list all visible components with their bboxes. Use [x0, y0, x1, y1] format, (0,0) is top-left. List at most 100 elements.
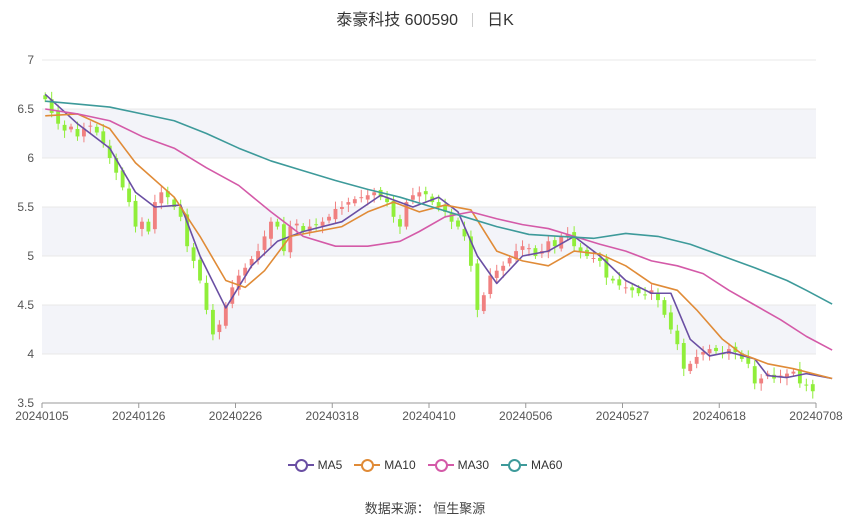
candle-body — [301, 226, 306, 232]
candle — [520, 240, 525, 256]
candle — [475, 259, 480, 318]
candle — [494, 264, 499, 284]
candle-body — [546, 241, 551, 253]
candle-body — [565, 234, 570, 237]
x-tick-label: 20240618 — [693, 409, 747, 423]
candle-body — [810, 384, 815, 392]
chart-title: 泰豪科技 600590 日K — [0, 6, 850, 30]
candle-body — [398, 219, 402, 227]
candle-body — [623, 287, 628, 289]
legend-swatch — [427, 458, 454, 472]
candle — [481, 292, 486, 315]
candle — [230, 280, 235, 309]
candle — [198, 256, 202, 284]
candle-body — [243, 267, 248, 276]
legend-label: MA5 — [317, 458, 343, 472]
candle-body — [656, 292, 660, 301]
legend-item-ma10[interactable]: MA10 — [354, 458, 416, 472]
candle-body — [49, 99, 54, 113]
candle-body — [494, 270, 499, 278]
candle-body — [107, 145, 112, 158]
candle-body — [481, 295, 486, 312]
candle-body — [391, 200, 396, 217]
period-label[interactable]: 日K — [487, 12, 514, 29]
candle-body — [462, 228, 467, 237]
candle-body — [443, 204, 448, 212]
candle-body — [597, 257, 602, 261]
candle — [81, 122, 86, 143]
candle — [623, 281, 628, 294]
candle-body — [81, 128, 86, 137]
legend-item-ma60[interactable]: MA60 — [501, 458, 562, 472]
y-tick-label: 6 — [27, 151, 34, 165]
candle — [423, 186, 428, 202]
candle-body — [507, 257, 512, 264]
candle-body — [101, 131, 106, 144]
candle-body — [410, 195, 415, 200]
candle — [49, 91, 54, 118]
legend-marker — [508, 459, 522, 472]
candle-body — [230, 287, 235, 304]
candle-body — [643, 294, 648, 296]
candle-body — [456, 220, 460, 227]
candle-body — [681, 343, 686, 369]
candle — [501, 261, 506, 279]
candle-body — [198, 259, 202, 281]
candle — [133, 195, 138, 233]
candle — [675, 324, 680, 351]
candle — [256, 243, 261, 265]
candle — [210, 304, 215, 341]
candle — [339, 201, 344, 215]
candle-body — [636, 287, 641, 294]
candle — [527, 243, 531, 256]
candle-body — [352, 199, 357, 204]
y-tick-label: 4 — [27, 347, 34, 361]
candlestick-chart: 3.5 4 4.5 5 5.5 6 6.5 7 20240105 20240126 2024022… — [15, 53, 843, 423]
line-ma10 — [45, 113, 833, 380]
candle-body — [630, 287, 635, 291]
candle — [146, 218, 151, 235]
candle — [327, 213, 331, 224]
candle — [662, 297, 667, 318]
candle — [94, 123, 99, 136]
candle — [804, 378, 809, 392]
candle-body — [501, 265, 506, 271]
candle — [810, 379, 815, 399]
candle-body — [94, 126, 99, 133]
candle-body — [694, 356, 699, 364]
legend-label: MA30 — [457, 458, 490, 472]
legend-item-ma30[interactable]: MA30 — [427, 458, 490, 472]
candle-body — [591, 257, 596, 259]
candle-body — [127, 188, 132, 203]
x-tick-label: 20240226 — [209, 409, 263, 423]
candle — [172, 196, 177, 210]
candle-body — [56, 110, 61, 124]
candle-body — [378, 189, 383, 198]
candle — [107, 139, 112, 164]
legend-label: MA60 — [531, 458, 563, 472]
candle-body — [572, 232, 577, 247]
candle-body — [552, 240, 557, 247]
candle-body — [146, 221, 151, 232]
candle — [630, 282, 635, 298]
line-ma60 — [45, 100, 833, 305]
candle — [714, 344, 718, 354]
candle-body — [320, 221, 325, 226]
legend-item-ma5[interactable]: MA5 — [287, 458, 343, 472]
candle-body — [217, 324, 222, 333]
stock-name: 泰豪科技 600590 — [336, 12, 459, 29]
candle-body — [359, 197, 364, 199]
candle-body — [294, 223, 299, 226]
candle-body — [797, 369, 802, 384]
legend-swatch — [501, 458, 528, 472]
candle — [262, 230, 267, 256]
candle — [417, 186, 422, 203]
candle-body — [185, 214, 190, 247]
candle-body — [236, 275, 241, 290]
candle-body — [262, 236, 267, 250]
candle — [165, 186, 170, 205]
candle — [681, 338, 686, 377]
candle-body — [514, 251, 519, 260]
legend: MA5 MA10 MA30 MA60 — [0, 458, 850, 475]
candle-body — [62, 124, 67, 131]
